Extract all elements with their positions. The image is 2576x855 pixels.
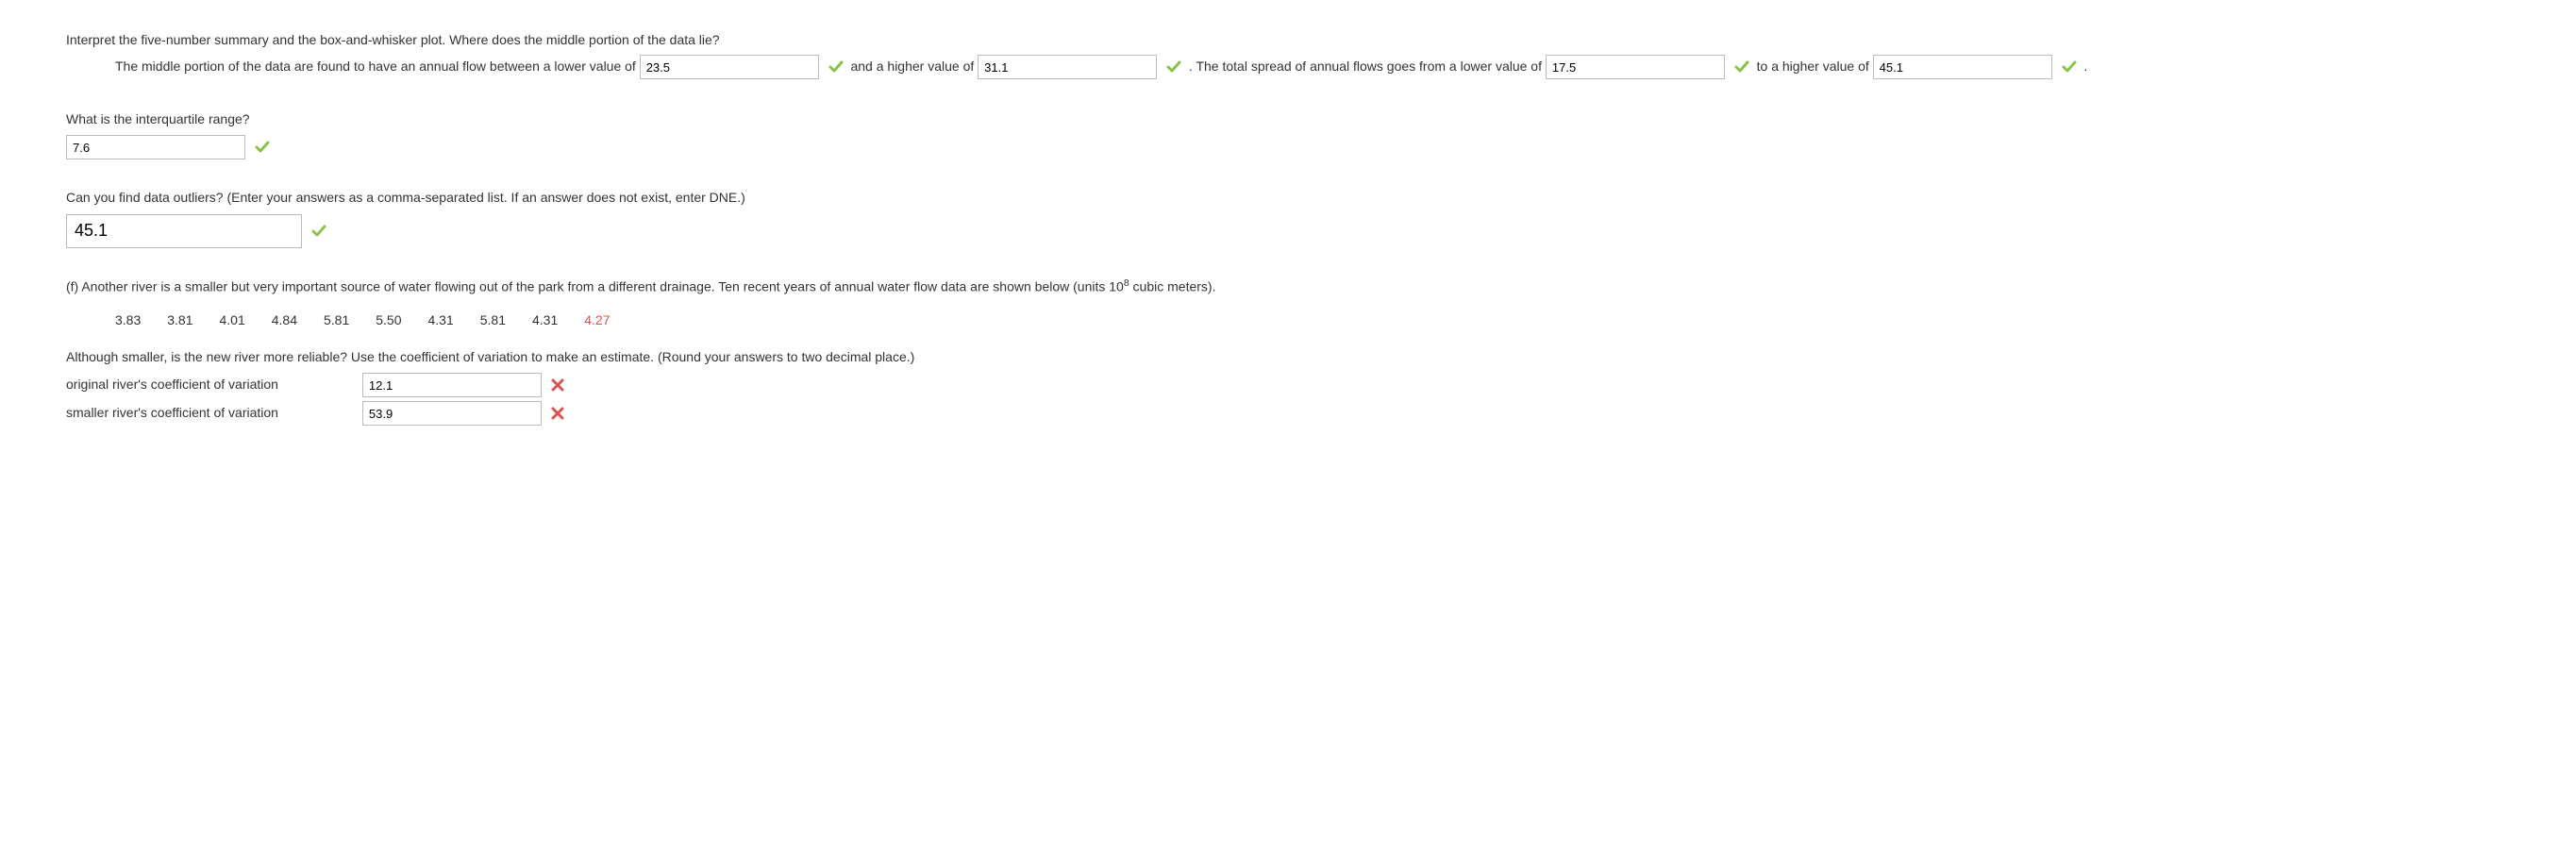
check-icon [1166, 59, 1181, 75]
q1-input-lower-middle[interactable] [640, 55, 819, 79]
q4-input-smaller-cv[interactable] [362, 401, 542, 426]
question-iqr: What is the interquartile range? [66, 108, 2510, 159]
q4-prompt-a: (f) Another river is a smaller but very … [66, 278, 1124, 293]
q1-input-total-upper[interactable] [1873, 55, 2052, 79]
q4-prompt: (f) Another river is a smaller but very … [66, 275, 2510, 299]
data-value: 4.27 [584, 309, 610, 332]
check-icon [311, 224, 326, 239]
check-icon [2062, 59, 2077, 75]
data-value: 5.50 [376, 309, 401, 332]
q1-input-total-lower[interactable] [1546, 55, 1725, 79]
data-value: 4.84 [272, 309, 297, 332]
q1-prompt: Interpret the five-number summary and th… [66, 28, 2510, 52]
cross-icon [551, 407, 564, 420]
data-value: 3.83 [115, 309, 141, 332]
q3-prompt: Can you find data outliers? (Enter your … [66, 186, 2510, 210]
data-value: 4.31 [532, 309, 558, 332]
question-interpret: Interpret the five-number summary and th… [66, 28, 2510, 81]
q4-row1-label: original river's coefficient of variatio… [66, 373, 359, 396]
check-icon [828, 59, 844, 75]
data-value: 5.81 [324, 309, 349, 332]
cross-icon [551, 378, 564, 392]
q4-row2-label: smaller river's coefficient of variation [66, 401, 359, 425]
data-value: 4.31 [428, 309, 454, 332]
q2-input-iqr[interactable] [66, 135, 245, 159]
q4-row2: smaller river's coefficient of variation [66, 401, 2510, 426]
q1-t4: to a higher value of [1757, 59, 1869, 74]
q2-prompt: What is the interquartile range? [66, 108, 2510, 131]
data-value: 5.81 [480, 309, 506, 332]
q4-input-original-cv[interactable] [362, 373, 542, 397]
q4-row1: original river's coefficient of variatio… [66, 373, 2510, 397]
data-value: 3.81 [167, 309, 192, 332]
q4-data-row: 3.83 3.81 4.01 4.84 5.81 5.50 4.31 5.81 4.31 4.27 [115, 309, 2510, 332]
q1-answer-block: The middle portion of the data are found… [115, 52, 2510, 81]
q3-input-outliers[interactable] [66, 214, 302, 248]
q4-prompt-b: cubic meters). [1129, 278, 1216, 293]
q1-input-upper-middle[interactable] [978, 55, 1157, 79]
q1-t5: . [2083, 59, 2087, 74]
q4-prompt2: Although smaller, is the new river more … [66, 345, 2510, 369]
q1-t1: The middle portion of the data are found… [115, 59, 636, 74]
q1-t3: . The total spread of annual flows goes … [1189, 59, 1542, 74]
question-outliers: Can you find data outliers? (Enter your … [66, 186, 2510, 247]
data-value: 4.01 [220, 309, 245, 332]
check-icon [1734, 59, 1749, 75]
question-part-f: (f) Another river is a smaller but very … [66, 275, 2510, 427]
q1-t2: and a higher value of [850, 59, 974, 74]
check-icon [255, 140, 270, 155]
